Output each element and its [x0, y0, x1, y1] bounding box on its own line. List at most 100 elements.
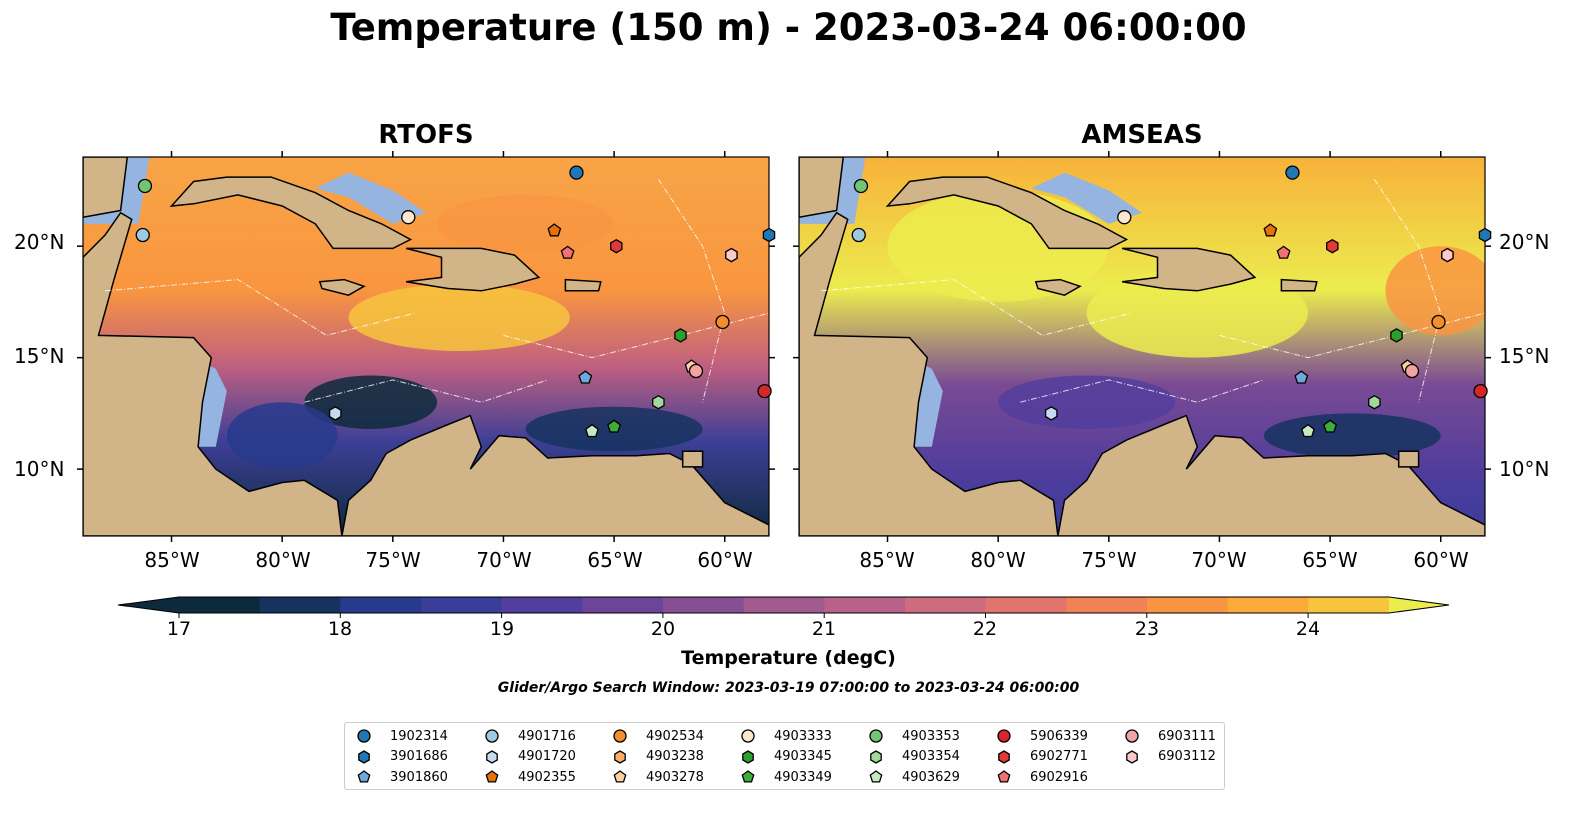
float-marker-4903353-amseas — [853, 178, 869, 194]
legend-marker-4903349 — [741, 770, 755, 783]
legend-marker-shape-4903353 — [869, 729, 883, 743]
lon-label-85w-left: 85°W — [144, 548, 200, 572]
legend-item-3901686: 3901686 — [355, 748, 448, 766]
legend-marker-shape-4903238 — [614, 749, 626, 764]
legend-marker-6902916 — [997, 770, 1011, 783]
legend-item-4902534: 4902534 — [611, 727, 704, 745]
float-marker-3901860-rtofs — [578, 370, 593, 384]
float-marker-4901720-rtofs — [328, 406, 342, 421]
lon-label-60w-right: 60°W — [1413, 548, 1469, 572]
float-marker-4902534-amseas — [1431, 314, 1446, 330]
legend-label: 1902314 — [390, 728, 448, 744]
float-marker-5906339-rtofs — [757, 383, 772, 399]
float-marker-4903345-amseas — [1390, 328, 1403, 343]
map-panel-rtofs — [83, 157, 769, 536]
lon-label-80w-right: 80°W — [970, 548, 1026, 572]
legend-marker-6903111 — [1125, 729, 1139, 743]
lon-label-70w-right: 70°W — [1191, 548, 1247, 572]
legend-label: 5906339 — [1030, 728, 1088, 744]
float-marker-6903111-rtofs — [688, 363, 704, 379]
legend-marker-shape-6903111 — [1125, 729, 1139, 743]
float-marker-4903353-rtofs — [137, 178, 153, 194]
float-marker-4903345-rtofs — [674, 328, 687, 343]
legend-label: 4903629 — [902, 769, 960, 785]
legend-label: 4902355 — [518, 769, 576, 785]
legend-label: 4903353 — [902, 728, 960, 744]
legend-item-6903112: 6903112 — [1123, 748, 1216, 766]
lat-label-15n-right: 15°N — [1499, 344, 1550, 368]
float-marker-4903349-amseas — [1323, 419, 1338, 433]
lon-label-75w-left: 75°W — [365, 548, 421, 572]
legend-marker-4903354 — [870, 749, 882, 764]
float-marker-3901686-amseas — [1478, 227, 1492, 243]
legend-label: 4903345 — [774, 749, 832, 764]
legend-item-4903353: 4903353 — [867, 727, 960, 745]
lon-label-75w-right: 75°W — [1081, 548, 1137, 572]
legend-label: 3901686 — [390, 749, 448, 764]
legend-marker-shape-4902355 — [485, 770, 499, 783]
legend-marker-shape-6902771 — [998, 749, 1010, 764]
legend-marker-5906339 — [997, 729, 1011, 743]
lon-label-65w-right: 65°W — [1302, 548, 1358, 572]
legend-label: 6902916 — [1030, 769, 1088, 785]
legend-marker-4903629 — [869, 770, 883, 783]
legend-label: 4901720 — [518, 749, 576, 764]
float-marker-6902916-rtofs — [560, 245, 575, 259]
figure-title: Temperature (150 m) - 2023-03-24 06:00:0… — [330, 6, 1247, 49]
float-marker-6902916-amseas — [1276, 245, 1291, 259]
cbar-tick-24: 24 — [1295, 618, 1321, 640]
cbar-tick-18: 18 — [327, 618, 353, 640]
legend-marker-shape-5906339 — [997, 729, 1011, 743]
legend-label: 4903238 — [646, 749, 704, 764]
cbar-tick-17: 17 — [166, 618, 192, 640]
legend-item-6903111: 6903111 — [1123, 727, 1216, 745]
float-marker-5906339-amseas — [1473, 383, 1488, 399]
legend-marker-4903278 — [613, 770, 627, 783]
map-panel-amseas — [799, 157, 1485, 536]
search-window-note: Glider/Argo Search Window: 2023-03-19 07… — [497, 680, 1080, 696]
float-marker-4903354-rtofs — [652, 394, 665, 410]
legend-item-4903238: 4903238 — [611, 748, 704, 766]
legend-marker-4902534 — [613, 729, 627, 743]
float-marker-6902771-rtofs — [610, 238, 623, 254]
float-marker-1902314-rtofs — [569, 165, 584, 180]
cbar-tick-23: 23 — [1134, 618, 1160, 640]
lat-label-10n-right: 10°N — [1499, 457, 1550, 481]
legend-marker-shape-4901716 — [485, 729, 499, 743]
legend-marker-4901720 — [486, 749, 498, 764]
cbar-tick-22: 22 — [972, 618, 998, 640]
float-marker-4901716-rtofs — [135, 227, 150, 243]
legend-item-1902314: 1902314 — [355, 727, 448, 745]
float-marker-4901716-amseas — [851, 227, 866, 243]
legend-marker-4901716 — [485, 729, 499, 743]
legend-marker-shape-4903629 — [869, 770, 883, 783]
lat-label-10n-left: 10°N — [14, 457, 65, 481]
legend-item-4902355: 4902355 — [483, 768, 576, 786]
lon-label-85w-right: 85°W — [859, 548, 915, 572]
legend-label: 6903111 — [1158, 728, 1216, 744]
legend-marker-shape-6902916 — [997, 770, 1011, 783]
legend-marker-shape-4903354 — [870, 749, 882, 764]
panel-title-rtofs: RTOFS — [378, 120, 474, 150]
lon-label-60w-left: 60°W — [697, 548, 753, 572]
legend-label: 4903349 — [774, 769, 832, 785]
float-marker-4902355-amseas — [1263, 223, 1278, 237]
float-marker-4903629-rtofs — [585, 423, 599, 438]
float-marker-6903112-amseas — [1441, 247, 1454, 263]
legend-marker-1902314 — [357, 729, 371, 743]
float-marker-3901860-amseas — [1294, 370, 1309, 384]
legend-item-4901720: 4901720 — [483, 748, 576, 766]
colorbar-label: Temperature (degC) — [681, 647, 896, 669]
legend-label: 4903278 — [646, 769, 704, 785]
legend-label: 4902534 — [646, 728, 704, 744]
legend-marker-shape-4902534 — [613, 729, 627, 743]
float-marker-4901720-amseas — [1044, 406, 1058, 421]
float-marker-4903333-rtofs — [401, 210, 416, 225]
float-marker-4903333-amseas — [1117, 210, 1132, 225]
legend-marker-3901686 — [358, 749, 370, 764]
legend-marker-4903353 — [869, 729, 883, 743]
cbar-tick-21: 21 — [811, 618, 837, 640]
legend-marker-6903112 — [1126, 749, 1138, 764]
legend-marker-3901860 — [357, 770, 371, 783]
